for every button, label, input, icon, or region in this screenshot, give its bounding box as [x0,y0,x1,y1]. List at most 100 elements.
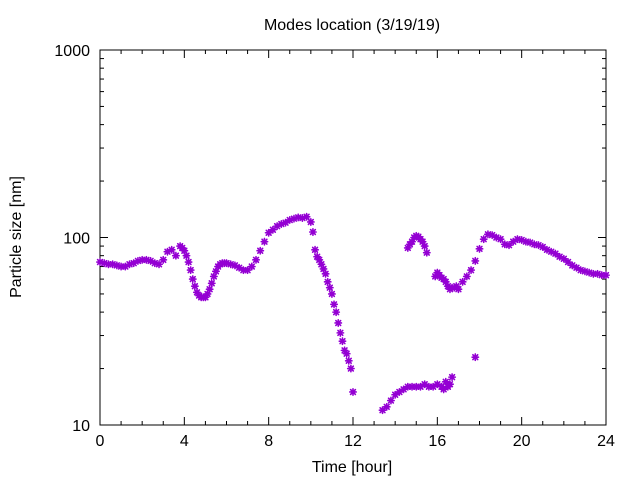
data-point [521,237,530,246]
data-point [188,275,197,284]
data-point [547,247,556,256]
data-point [308,227,317,236]
data-point [538,242,547,251]
data-point [488,231,497,240]
data-point [209,272,218,281]
data-point [332,308,341,317]
x-tick-label: 12 [344,433,362,450]
data-point [418,237,427,246]
data-point [408,237,417,246]
data-point [555,252,564,261]
data-point [239,266,248,275]
data-point [534,241,543,250]
x-tick-label: 0 [96,433,105,450]
data-point [207,279,216,288]
data-point [386,396,395,405]
data-point [321,269,330,278]
data-point [264,228,273,237]
data-point [593,269,602,278]
data-point [289,214,298,223]
data-point [564,258,573,267]
data-point [542,245,551,254]
data-point [568,261,577,270]
data-point [133,256,142,265]
data-point [121,262,130,271]
data-point [294,213,303,222]
data-point [346,364,355,373]
data-point [138,255,147,264]
data-point [340,346,349,355]
data-point [277,220,286,229]
data-point [492,233,501,242]
data-points [96,212,610,415]
data-point [433,380,442,389]
data-point [226,260,235,269]
x-axis-label: Time [hour] [312,459,392,476]
data-point [302,212,311,221]
data-point [192,288,201,297]
data-point [382,402,391,411]
data-point [431,272,440,281]
data-point [146,256,155,265]
data-point [323,277,332,286]
data-point [416,382,425,391]
data-point [448,373,457,382]
data-point [327,289,336,298]
data-point [325,283,334,292]
data-point [243,266,252,275]
data-point [184,258,193,267]
data-point [100,259,109,268]
y-tick-label: 1000 [54,43,90,60]
data-point [205,285,214,294]
data-point [391,390,400,399]
data-point [317,260,326,269]
data-point [306,217,315,226]
data-point [420,242,429,251]
x-tick-label: 20 [513,433,531,450]
y-tick-label: 100 [63,231,90,248]
data-point [311,245,320,254]
data-point [125,260,134,269]
data-point [585,268,594,277]
data-point [222,259,231,268]
data-point [483,230,492,239]
data-point [505,241,514,250]
data-point [336,328,345,337]
data-point [500,240,509,249]
data-point [471,353,480,362]
data-point [330,300,339,309]
data-point [403,243,412,252]
data-point [526,238,535,247]
data-point [201,293,210,302]
data-point [235,263,244,272]
data-point [399,385,408,394]
data-point [117,262,126,271]
data-point [462,272,471,281]
data-point [319,264,328,273]
tick-labels: 0 4 8 12 16 20 24 10 100 1000 [54,43,615,450]
data-point [129,259,138,268]
chart-title: Modes location (3/19/19) [264,17,440,34]
data-point [155,260,164,269]
data-point [285,215,294,224]
data-point [420,380,429,389]
data-point [467,266,476,275]
data-point [513,235,522,244]
x-tick-label: 24 [597,433,615,450]
data-point [256,246,265,255]
data-point [597,271,606,280]
data-point [509,237,518,246]
data-point [159,255,168,264]
data-point [163,247,172,256]
data-point [441,377,450,386]
data-point [475,244,484,253]
data-point [602,271,610,280]
data-point [395,387,404,396]
data-point [150,259,159,268]
data-point [412,231,421,240]
data-point [273,222,282,231]
data-point [313,252,322,261]
data-point [412,382,421,391]
data-point [422,248,431,257]
